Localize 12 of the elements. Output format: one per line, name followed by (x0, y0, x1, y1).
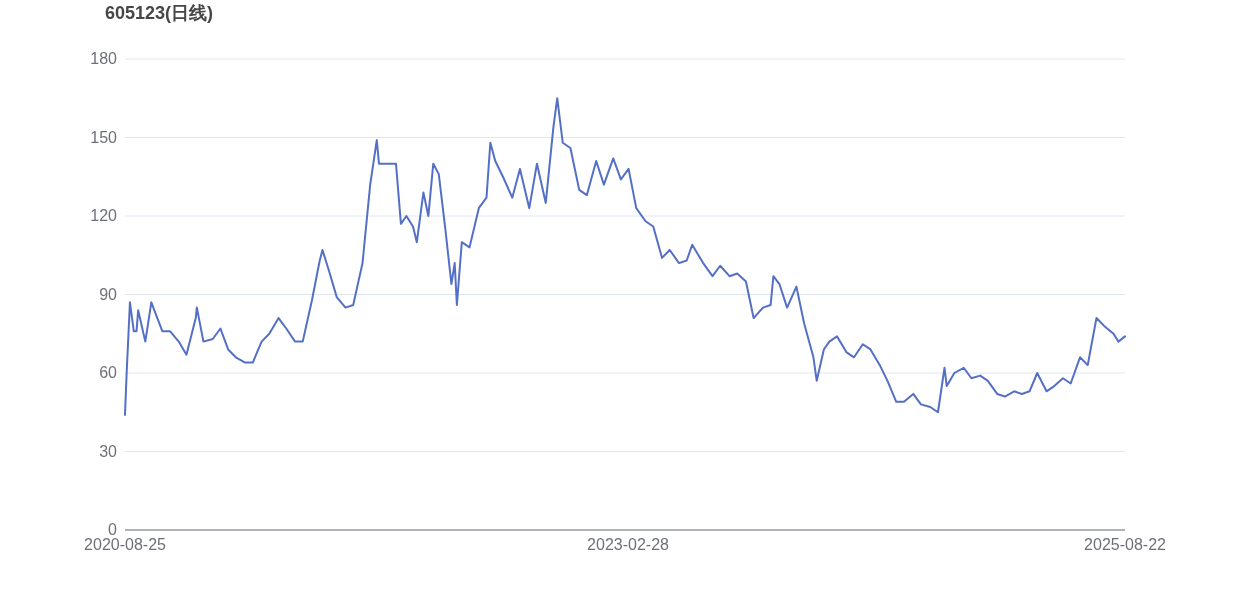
y-tick-label: 90 (99, 285, 118, 303)
y-tick-label: 60 (99, 364, 118, 381)
line-series (124, 97, 1126, 416)
x-tick-label: 2023-02-28 (587, 536, 670, 553)
chart-title: 605123(日线) (105, 3, 214, 23)
y-tick-label: 120 (90, 207, 118, 224)
x-tick-label: 2025-08-22 (1084, 536, 1167, 553)
y-tick-label: 0 (108, 521, 118, 538)
y-tick-label: 180 (90, 50, 118, 67)
y-tick-label: 150 (90, 128, 118, 146)
x-tick-label: 2020-08-25 (84, 536, 167, 553)
y-tick-label: 30 (99, 442, 118, 460)
